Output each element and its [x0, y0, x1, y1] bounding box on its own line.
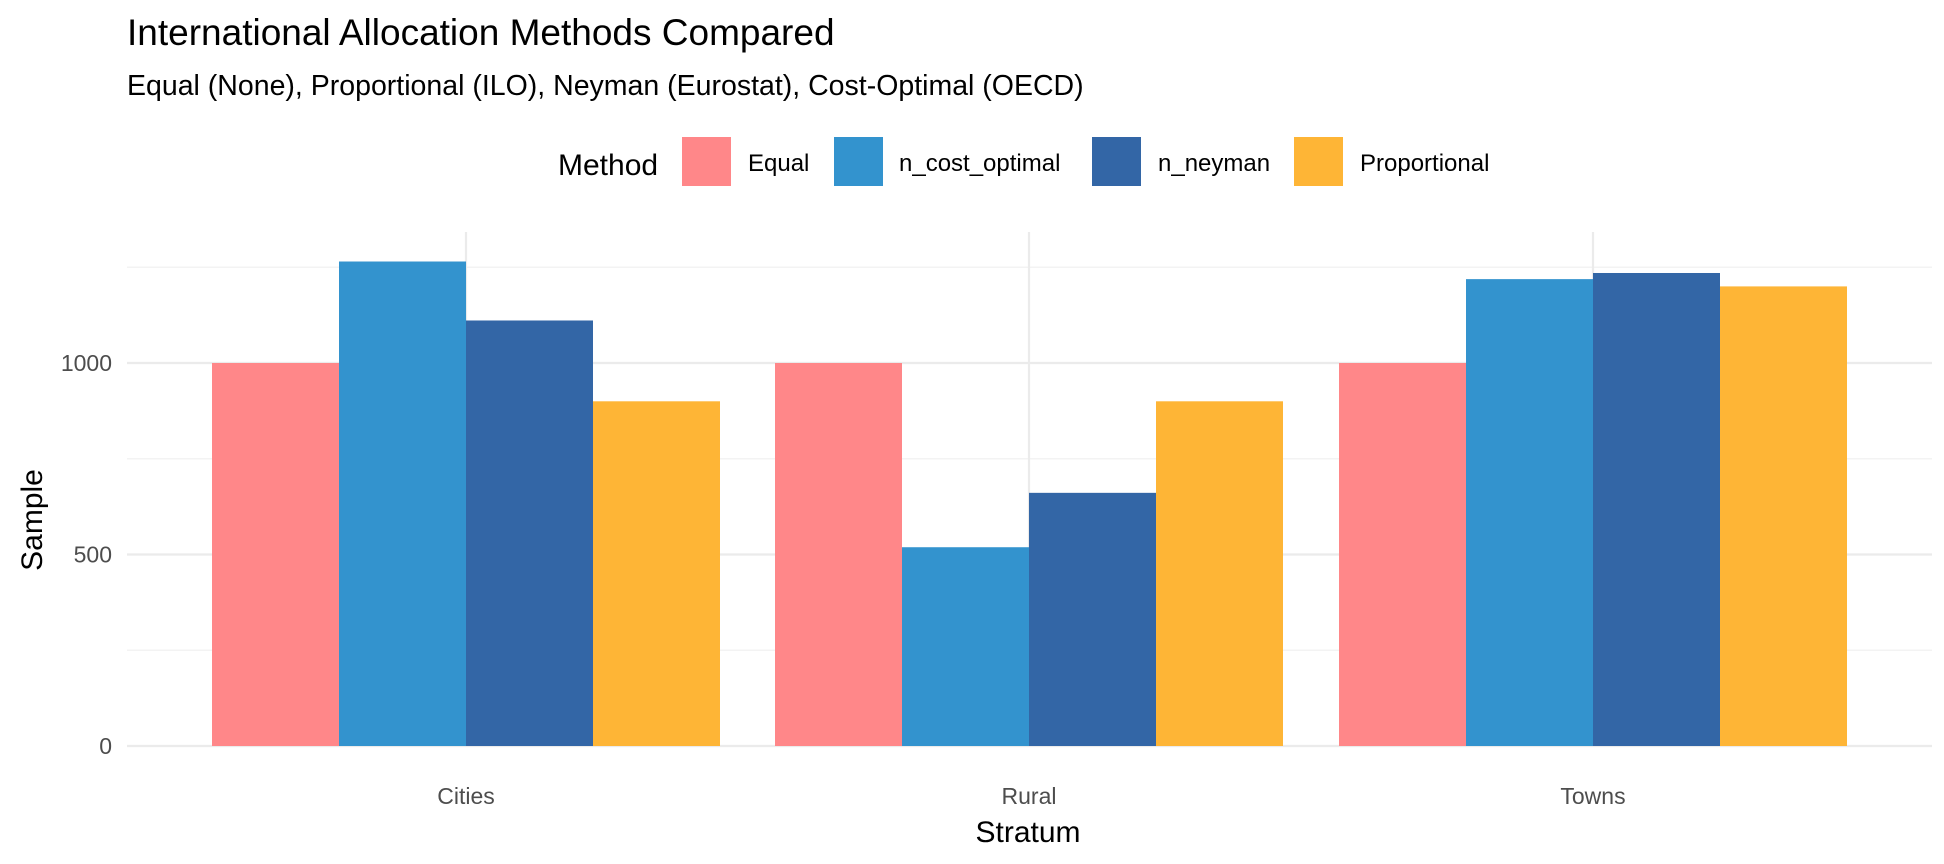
bar-n-neyman-towns — [1593, 272, 1720, 746]
bar-n-cost-optimal-towns — [1466, 279, 1593, 746]
y-tick-label: 1000 — [61, 350, 112, 376]
legend-title: Method — [558, 149, 658, 182]
y-tick-label: 0 — [99, 733, 112, 759]
bar-equal-towns — [1339, 363, 1466, 746]
x-axis-title: Stratum — [975, 816, 1080, 849]
legend: Method Equal n_cost_optimal n_neyman Propor… — [558, 137, 1489, 186]
bar-n-neyman-cities — [466, 320, 593, 746]
legend-key-n-neyman — [1092, 137, 1141, 186]
legend-label-proportional: Proportional — [1360, 150, 1489, 177]
x-tick-label: Towns — [1560, 783, 1625, 809]
bar-proportional-rural — [1156, 401, 1283, 746]
bar-n-cost-optimal-cities — [339, 261, 466, 746]
y-tick-label: 500 — [74, 542, 112, 568]
bar-equal-cities — [212, 363, 339, 746]
legend-key-equal — [682, 137, 731, 186]
bars — [212, 261, 1847, 746]
bar-n-neyman-rural — [1029, 492, 1156, 746]
tick-labels: 0 500 1000 Cities Rural Towns — [61, 350, 1626, 809]
bar-proportional-cities — [593, 401, 720, 746]
chart-subtitle: Equal (None), Proportional (ILO), Neyman… — [127, 70, 1084, 102]
x-tick-label: Rural — [1002, 783, 1057, 809]
legend-key-n-cost-optimal — [834, 137, 883, 186]
bar-proportional-towns — [1720, 286, 1847, 746]
legend-label-n-neyman: n_neyman — [1158, 150, 1270, 177]
bar-equal-rural — [775, 363, 902, 746]
legend-key-proportional — [1294, 137, 1343, 186]
chart-title: International Allocation Methods Compare… — [127, 12, 835, 53]
y-axis-title: Sample — [16, 469, 49, 571]
legend-label-n-cost-optimal: n_cost_optimal — [899, 150, 1060, 177]
bar-n-cost-optimal-rural — [902, 547, 1029, 746]
x-tick-label: Cities — [437, 783, 495, 809]
legend-label-equal: Equal — [748, 150, 809, 177]
